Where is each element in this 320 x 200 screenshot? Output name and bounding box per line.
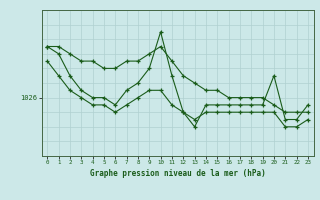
X-axis label: Graphe pression niveau de la mer (hPa): Graphe pression niveau de la mer (hPa) [90,169,266,178]
